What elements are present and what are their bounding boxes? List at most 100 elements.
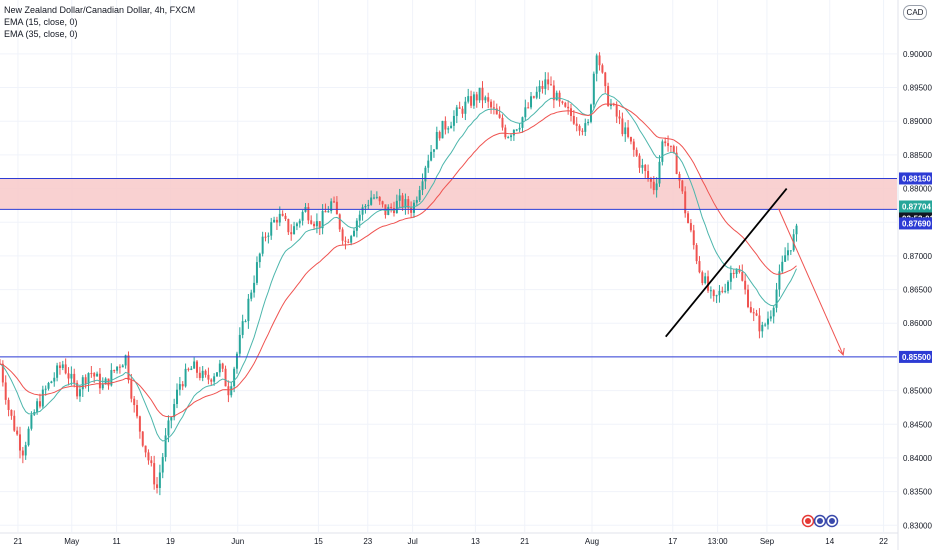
candle-body <box>418 190 421 201</box>
candle-body <box>518 127 521 130</box>
candle-body <box>247 298 250 322</box>
candle-body <box>667 143 670 146</box>
candle-body <box>438 131 441 139</box>
candle-body <box>227 386 230 396</box>
currency-badge[interactable]: CAD <box>903 5 927 20</box>
grid <box>0 0 897 532</box>
candle-body <box>621 118 624 135</box>
ema15-legend[interactable]: EMA (15, close, 0) <box>4 17 78 27</box>
candle-body <box>412 202 415 213</box>
candle-body <box>30 414 33 429</box>
candle-body <box>704 276 707 284</box>
candle-body <box>367 204 370 207</box>
candle-body <box>655 183 658 191</box>
candle-body <box>744 280 747 290</box>
candle-body <box>395 200 398 214</box>
candle-body <box>267 235 270 237</box>
candle-body <box>133 398 136 406</box>
candle-body <box>761 324 764 332</box>
candle-body <box>567 106 570 109</box>
candle-body <box>238 334 241 354</box>
candle-body <box>572 115 575 124</box>
candle-body <box>178 384 181 390</box>
candle-body <box>18 434 21 451</box>
candle-body <box>658 161 661 184</box>
candle-body <box>415 200 418 203</box>
candle-body <box>475 94 478 101</box>
price-tick-label: 0.90000 <box>903 50 932 59</box>
candle-body <box>101 384 104 389</box>
candle-body <box>321 210 324 229</box>
symbol-title[interactable]: New Zealand Dollar/Canadian Dollar, 4h, … <box>4 5 196 15</box>
ema-lines <box>0 92 797 442</box>
candle-body <box>64 364 67 374</box>
candle-body <box>778 271 781 290</box>
candle-body <box>255 262 258 283</box>
candle-body <box>310 220 313 224</box>
candle-body <box>498 114 501 118</box>
candle-body <box>76 382 79 397</box>
candle-body <box>301 211 304 221</box>
ema35-legend[interactable]: EMA (35, close, 0) <box>4 29 78 39</box>
candle-body <box>664 141 667 144</box>
candle-body <box>116 366 119 371</box>
candle-body <box>1 363 4 383</box>
candle-body <box>335 201 338 215</box>
price-axis[interactable]: 0.900000.895000.890000.885000.880000.875… <box>903 50 932 530</box>
candle-body <box>561 101 564 103</box>
time-tick-label: 13 <box>471 537 480 546</box>
candle-body <box>344 240 347 242</box>
candle-body <box>587 121 590 124</box>
candle-body <box>464 101 467 114</box>
price-tick-label: 0.89000 <box>903 117 932 126</box>
trendline <box>665 187 788 338</box>
candle-body <box>755 313 758 316</box>
candle-body <box>595 55 598 74</box>
candle-body <box>338 214 341 230</box>
candle-body <box>701 272 704 284</box>
candle-body <box>692 230 695 246</box>
time-tick-label: 19 <box>166 537 175 546</box>
candle-body <box>524 107 527 118</box>
candle-body <box>53 377 56 382</box>
candle-body <box>253 282 256 293</box>
price-tick-label: 0.85000 <box>903 387 932 396</box>
candle-body <box>261 236 264 254</box>
candle-body <box>270 222 273 236</box>
candle-body <box>81 377 84 390</box>
candle-body <box>532 96 535 98</box>
time-tick-label: 21 <box>520 537 529 546</box>
candle-body <box>10 409 13 416</box>
current-price-tag: 0.87704 <box>902 202 931 211</box>
candle-body <box>652 181 655 191</box>
event-flags[interactable] <box>801 514 839 528</box>
candle-body <box>669 145 672 147</box>
time-axis[interactable]: 21 May 11 19 Jun 15 23 Jul 13 21 Aug 17 13:00 Sep 14 22 <box>0 532 898 546</box>
candle-body <box>635 149 638 156</box>
candle-body <box>250 292 253 299</box>
candle-body <box>244 321 247 323</box>
candle-body <box>490 101 493 108</box>
candle-body <box>510 135 513 138</box>
time-tick-label: Aug <box>585 537 599 546</box>
candle-body <box>435 131 438 150</box>
price-tick-label: 0.86000 <box>903 319 932 328</box>
candle-body <box>786 250 789 256</box>
candle-body <box>569 108 572 116</box>
candle-body <box>327 211 330 213</box>
level-tag-88150: 0.88150 <box>902 174 931 183</box>
candle-body <box>50 381 53 383</box>
candle-body <box>641 165 644 168</box>
candle-body <box>170 417 173 421</box>
candle-body <box>307 207 310 221</box>
candle-body <box>441 120 444 139</box>
candle-body <box>121 365 124 368</box>
candle-body <box>207 374 210 380</box>
candle-body <box>258 253 261 263</box>
candle-body <box>221 363 224 369</box>
candle-body <box>264 236 267 238</box>
projection-arrow-line <box>778 208 844 356</box>
